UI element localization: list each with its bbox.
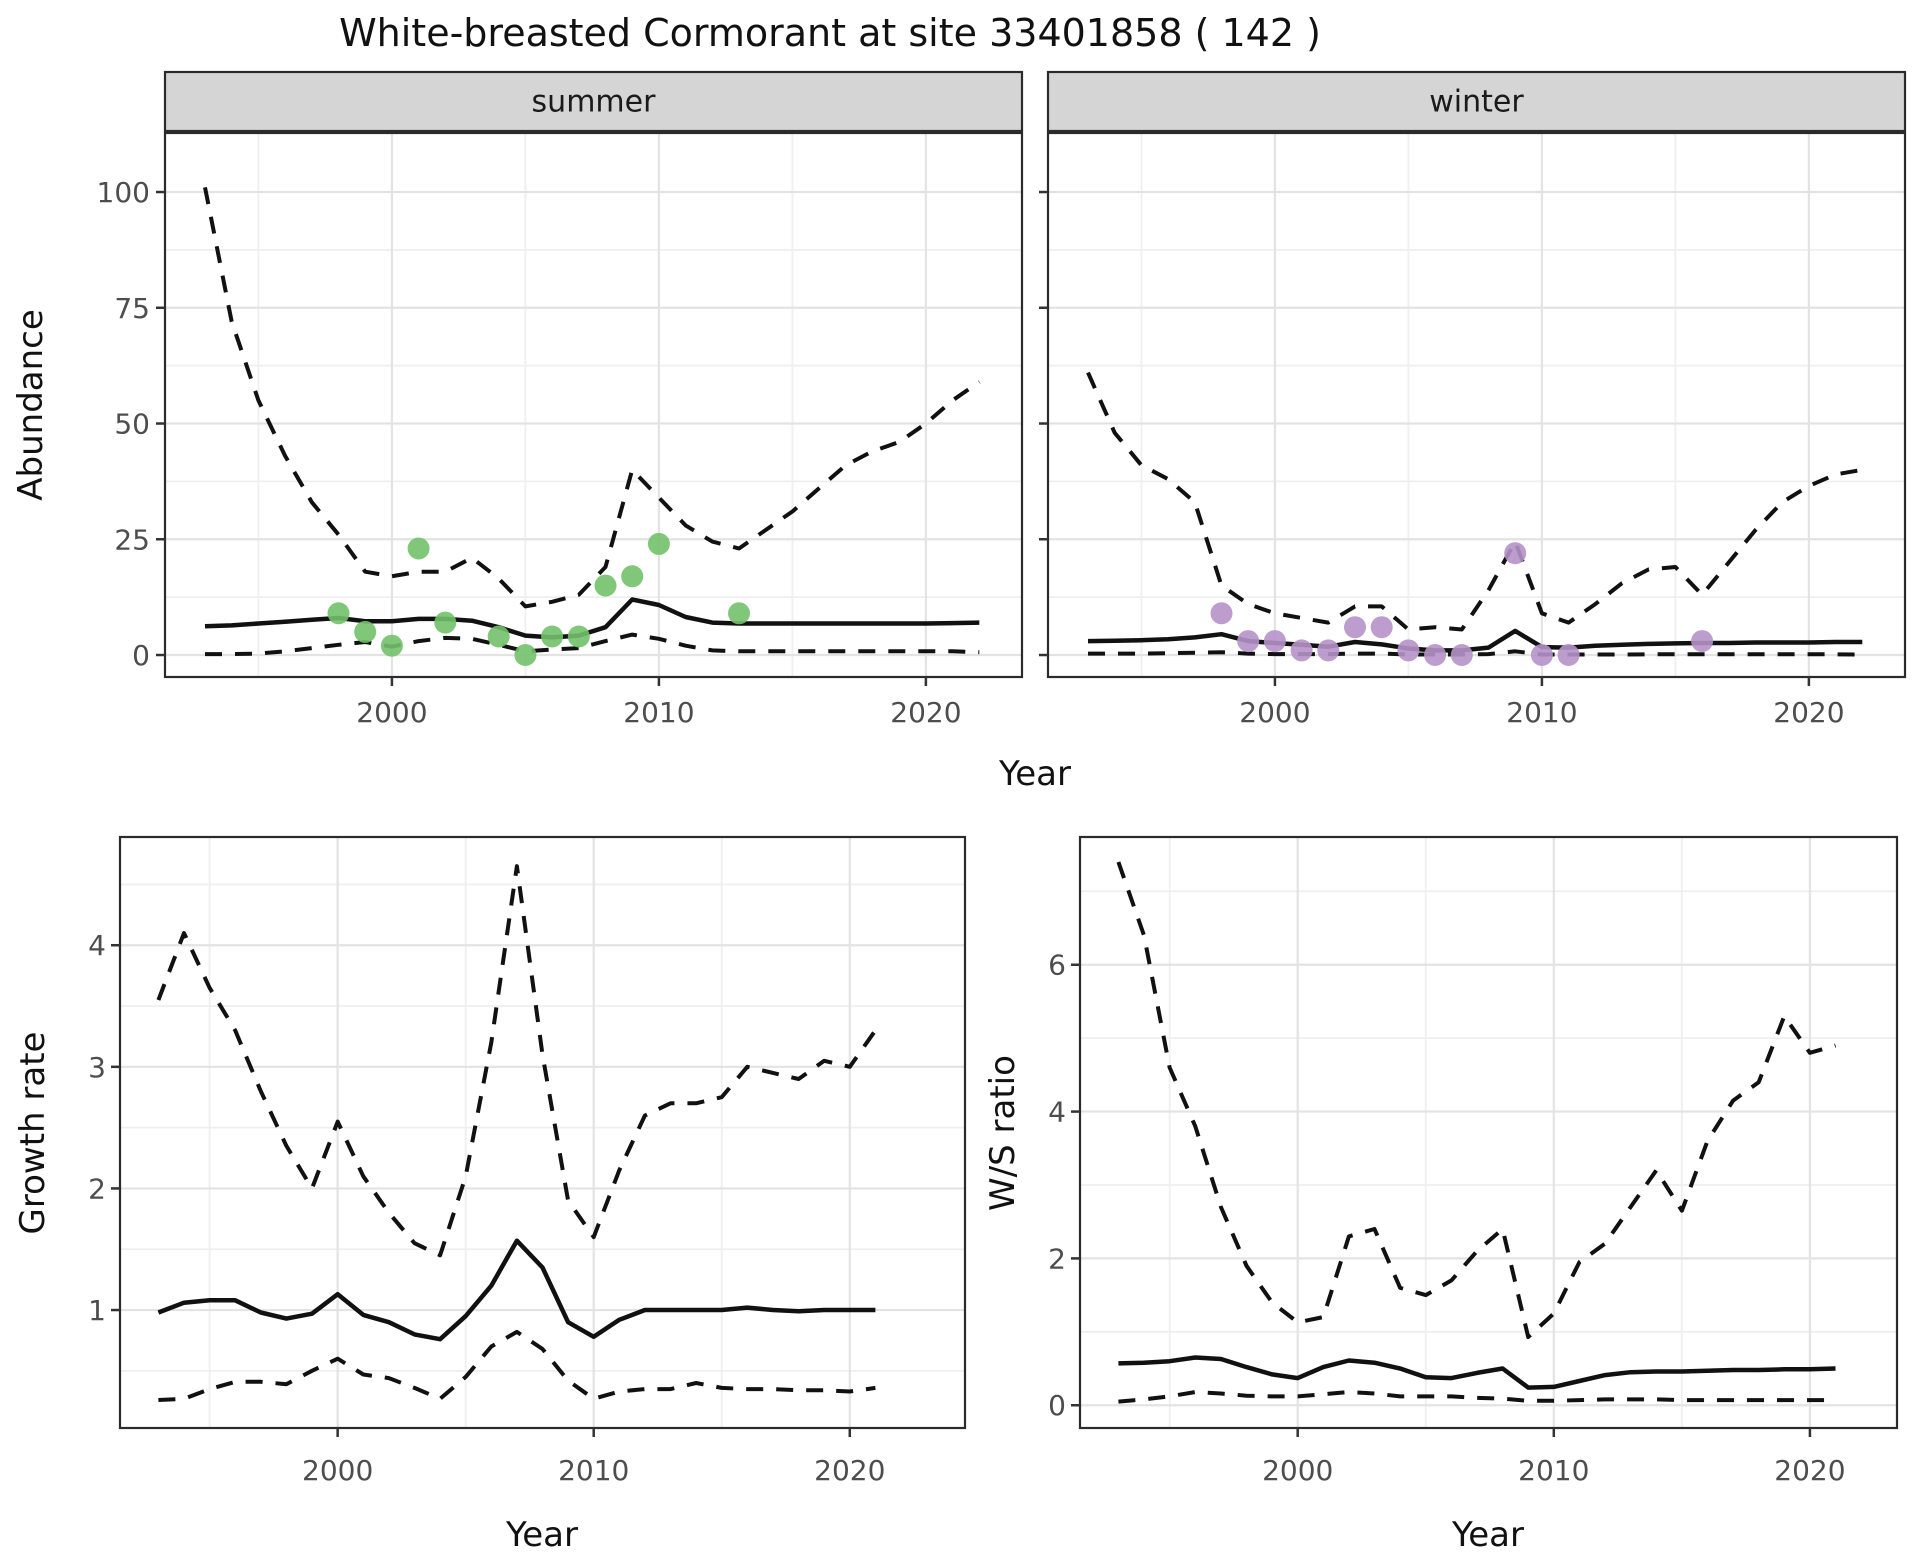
- facet-strip-label: summer: [532, 85, 657, 120]
- upper-ci-line: [1116, 861, 1837, 1339]
- data-point: [567, 625, 590, 648]
- panel-growth-rate: 2000 2010 2020 1 2 3 4: [88, 835, 967, 1487]
- data-point: [487, 625, 510, 648]
- data-point: [1290, 639, 1313, 662]
- data-point: [1237, 630, 1260, 653]
- data-point: [1397, 639, 1420, 662]
- x-tick-label: 2000: [302, 1454, 373, 1487]
- data-point: [407, 537, 430, 560]
- upper-ci-line: [1086, 371, 1863, 632]
- y-tick-label: 0: [132, 639, 150, 672]
- x-tick-label: 2010: [558, 1454, 629, 1487]
- lower-ci-line: [1088, 649, 1863, 657]
- data-point: [621, 565, 644, 588]
- x-tick-label: 2010: [623, 696, 694, 729]
- panel-border: [163, 131, 1024, 679]
- data-point: [1504, 542, 1527, 565]
- panel-border: [1046, 131, 1907, 679]
- upper-ci-line: [203, 187, 981, 609]
- data-point: [1530, 644, 1553, 666]
- y-tick-label: 2: [88, 1172, 106, 1205]
- data-point: [1557, 644, 1580, 666]
- facet-strip-summer: [163, 70, 1024, 133]
- data-point: [728, 602, 750, 625]
- data-point: [1263, 630, 1286, 653]
- data-point: [1691, 630, 1714, 653]
- chart-title: White-breasted Cormorant at site 3340185…: [339, 11, 1321, 55]
- panel-abundance-summer: summer 2000 2010 2020 0 25 50 75 100: [97, 70, 1024, 729]
- y-tick-label: 3: [88, 1051, 106, 1084]
- x-tick-label: 2010: [1518, 1454, 1589, 1487]
- y-tick-label: 0: [1048, 1389, 1066, 1422]
- axis-title-year-top: Year: [998, 754, 1071, 794]
- x-tick-label: 2000: [1239, 696, 1310, 729]
- y-tick-label: 1: [88, 1294, 106, 1327]
- median-line: [1118, 1355, 1836, 1390]
- data-point: [541, 625, 564, 648]
- panel-border: [118, 835, 967, 1430]
- lower-ci-line: [158, 1329, 876, 1402]
- axis-title-growth-rate: Growth rate: [13, 1032, 53, 1235]
- facet-strip-winter: [1046, 70, 1907, 133]
- panel-border: [1078, 835, 1899, 1430]
- panel-abundance-winter: winter 2000 2010 2020: [1039, 70, 1907, 729]
- panel-ws-ratio: 2000 2010 2020 0 2 4 6: [1048, 835, 1899, 1487]
- panel-background: [1080, 837, 1897, 1428]
- median-line: [157, 1238, 876, 1342]
- facet-strip-label: winter: [1429, 85, 1524, 120]
- data-point: [647, 532, 670, 555]
- y-tick-label: 100: [97, 176, 150, 209]
- data-point: [1370, 616, 1393, 639]
- data-point: [327, 602, 350, 625]
- median-line: [1087, 628, 1863, 653]
- data-point: [1210, 602, 1233, 625]
- y-tick-label: 6: [1048, 949, 1066, 982]
- x-tick-label: 2020: [1774, 1454, 1845, 1487]
- axis-title-year-bottom-left: Year: [505, 1515, 578, 1555]
- panel-background: [165, 133, 1022, 677]
- x-tick-label: 2020: [890, 696, 961, 729]
- x-tick-label: 2020: [1773, 696, 1844, 729]
- panel-background: [120, 837, 965, 1428]
- data-point: [594, 574, 617, 597]
- data-point: [1450, 644, 1473, 666]
- panel-background: [1048, 133, 1905, 677]
- axis-title-ws-ratio: W/S ratio: [983, 1055, 1023, 1211]
- axis-title-year-bottom-right: Year: [1451, 1515, 1524, 1555]
- data-point: [354, 620, 377, 643]
- data-point: [514, 644, 537, 666]
- x-tick-label: 2000: [356, 696, 427, 729]
- upper-ci-line: [156, 864, 878, 1258]
- y-tick-label: 4: [88, 929, 106, 962]
- y-tick-label: 4: [1048, 1096, 1066, 1129]
- x-tick-label: 2000: [1262, 1454, 1333, 1487]
- x-tick-label: 2010: [1506, 696, 1577, 729]
- lower-ci-line: [205, 632, 980, 657]
- lower-ci-line: [1118, 1390, 1836, 1404]
- data-point: [380, 634, 403, 657]
- data-point: [1344, 616, 1366, 639]
- y-tick-label: 25: [114, 523, 150, 556]
- y-tick-label: 2: [1048, 1242, 1066, 1275]
- y-tick-label: 75: [114, 292, 150, 325]
- data-point: [1317, 639, 1340, 662]
- x-tick-label: 2020: [814, 1454, 885, 1487]
- data-point: [1424, 644, 1447, 666]
- data-point: [434, 611, 457, 634]
- axis-title-abundance: Abundance: [11, 309, 51, 501]
- y-tick-label: 50: [114, 408, 150, 441]
